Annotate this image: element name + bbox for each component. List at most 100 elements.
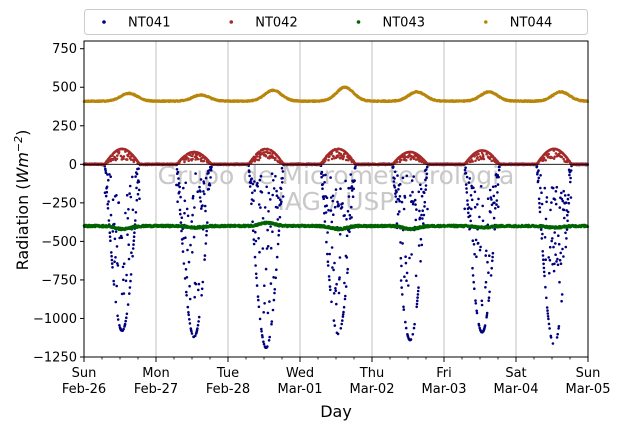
data-point: [553, 198, 557, 201]
data-point: [470, 198, 474, 202]
data-point: [569, 180, 572, 184]
data-point: [197, 315, 201, 319]
data-point: [352, 187, 356, 190]
data-point: [565, 228, 569, 231]
data-point: [333, 261, 336, 265]
data-point: [182, 186, 185, 190]
data-point: [484, 286, 487, 289]
data-point: [344, 294, 347, 298]
data-point: [128, 292, 131, 295]
data-point: [417, 190, 421, 194]
data-point: [424, 188, 428, 191]
data-point: [341, 157, 345, 160]
data-point: [129, 279, 132, 283]
data-point: [200, 156, 203, 160]
data-point: [260, 330, 263, 333]
data-point: [489, 210, 492, 214]
data-point: [465, 187, 468, 190]
data-point: [132, 235, 136, 238]
data-point: [199, 190, 202, 193]
data-point: [401, 293, 404, 296]
data-point: [326, 231, 329, 234]
data-point: [392, 165, 395, 168]
data-point: [337, 204, 341, 208]
data-point: [260, 191, 264, 194]
data-point: [537, 169, 540, 172]
data-point: [180, 216, 184, 219]
data-point: [184, 181, 187, 185]
data-point: [264, 267, 268, 271]
data-point: [471, 266, 474, 270]
data-point: [554, 202, 558, 206]
data-point: [538, 206, 541, 209]
data-point: [487, 296, 491, 300]
data-point: [178, 185, 181, 189]
data-point: [413, 322, 416, 326]
data-point: [496, 183, 500, 186]
data-point: [262, 342, 266, 346]
data-point: [562, 189, 565, 193]
data-point: [546, 309, 549, 312]
data-point: [556, 257, 559, 261]
data-point: [209, 176, 212, 179]
data-point: [183, 211, 186, 215]
data-point: [342, 305, 346, 309]
data-point: [120, 236, 124, 239]
data-point: [473, 155, 476, 158]
data-point: [330, 157, 334, 161]
data-point: [542, 258, 545, 262]
data-point: [548, 327, 551, 330]
data-point: [416, 299, 419, 303]
data-point: [417, 286, 420, 289]
data-point: [463, 207, 467, 211]
data-point: [185, 290, 188, 294]
data-point: [332, 268, 335, 272]
data-point: [250, 177, 253, 180]
data-point: [399, 279, 403, 282]
series-NT043: [82, 220, 589, 232]
data-point: [412, 326, 416, 330]
data-point: [566, 213, 569, 217]
data-point: [557, 234, 560, 237]
data-point: [345, 256, 349, 259]
data-point: [328, 285, 332, 288]
data-point: [341, 319, 344, 322]
data-point: [393, 170, 397, 174]
data-point: [537, 197, 541, 201]
data-point: [404, 261, 408, 265]
data-point: [263, 284, 266, 288]
data-point: [269, 246, 273, 250]
data-point: [495, 199, 499, 202]
data-point: [563, 194, 567, 197]
data-point: [269, 282, 273, 285]
data-point: [486, 197, 490, 200]
data-point: [483, 324, 487, 327]
data-point: [484, 280, 488, 284]
data-point: [104, 194, 108, 198]
data-point: [116, 264, 120, 267]
data-point: [187, 159, 190, 162]
data-point: [110, 258, 114, 262]
data-point: [134, 219, 137, 222]
data-point: [114, 255, 117, 259]
data-point: [547, 256, 550, 259]
data-point: [191, 251, 194, 254]
data-point: [341, 315, 345, 318]
data-point: [345, 218, 348, 221]
data-point: [420, 243, 424, 247]
data-point: [126, 154, 130, 158]
data-point: [329, 176, 332, 179]
data-point: [478, 248, 482, 252]
data-point: [251, 220, 254, 223]
data-point: [202, 190, 205, 193]
data-point: [187, 157, 190, 160]
data-point: [131, 254, 134, 258]
data-point: [107, 178, 110, 182]
data-point: [343, 214, 347, 217]
data-point: [124, 211, 127, 215]
data-point: [186, 248, 189, 252]
data-point: [425, 168, 428, 171]
data-point: [480, 299, 484, 303]
data-point: [549, 208, 552, 212]
